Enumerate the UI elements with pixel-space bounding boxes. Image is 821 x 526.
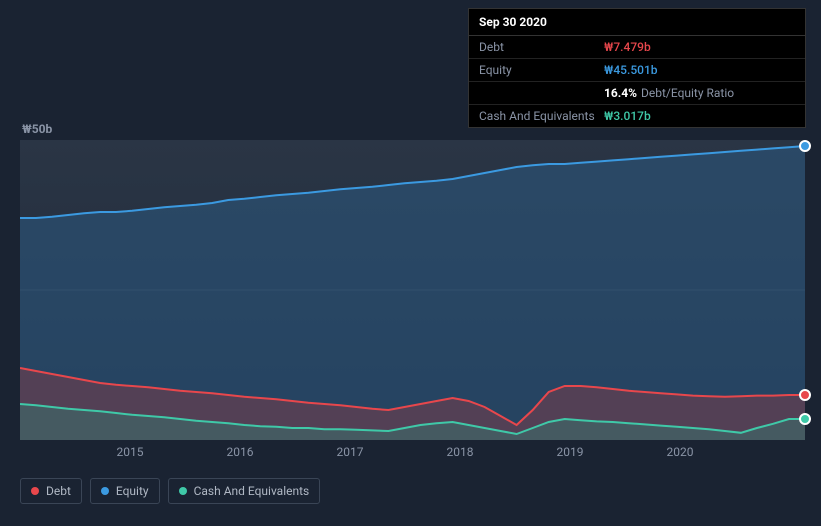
tooltip-label: Cash And Equivalents [479, 109, 604, 123]
tooltip-label-empty [479, 86, 604, 100]
legend-dot-debt [31, 487, 39, 495]
tooltip-ratio: 16.4%Debt/Equity Ratio [604, 86, 734, 100]
tooltip-date: Sep 30 2020 [469, 9, 805, 36]
tooltip-row-debt: Debt ₩7.479b [469, 36, 805, 59]
legend-dot-cash [179, 487, 187, 495]
tooltip-value-debt: ₩7.479b [604, 40, 651, 54]
tooltip-value-equity: ₩45.501b [604, 63, 658, 77]
series-marker-equity [799, 140, 811, 152]
x-axis: 2015 2016 2017 2018 2019 2020 [0, 445, 821, 465]
legend-item-debt[interactable]: Debt [20, 478, 82, 504]
x-tick: 2015 [117, 445, 144, 459]
x-tick: 2019 [557, 445, 584, 459]
x-tick: 2018 [447, 445, 474, 459]
tooltip-label: Debt [479, 40, 604, 54]
series-marker-debt [799, 389, 811, 401]
legend-label: Cash And Equivalents [194, 484, 310, 498]
x-tick: 2016 [227, 445, 254, 459]
chart-container: Sep 30 2020 Debt ₩7.479b Equity ₩45.501b… [0, 0, 821, 526]
tooltip-row-ratio: 16.4%Debt/Equity Ratio [469, 82, 805, 105]
x-tick: 2020 [667, 445, 694, 459]
series-marker-cash [799, 413, 811, 425]
legend-label: Equity [116, 484, 149, 498]
tooltip-value-cash: ₩3.017b [604, 109, 651, 123]
legend-item-equity[interactable]: Equity [90, 478, 160, 504]
legend-label: Debt [46, 484, 71, 498]
chart-legend: Debt Equity Cash And Equivalents [20, 478, 320, 504]
tooltip-row-equity: Equity ₩45.501b [469, 59, 805, 82]
tooltip-row-cash: Cash And Equivalents ₩3.017b [469, 105, 805, 127]
tooltip-label: Equity [479, 63, 604, 77]
legend-dot-equity [101, 487, 109, 495]
chart-tooltip: Sep 30 2020 Debt ₩7.479b Equity ₩45.501b… [468, 8, 806, 128]
legend-item-cash[interactable]: Cash And Equivalents [168, 478, 321, 504]
x-tick: 2017 [337, 445, 364, 459]
